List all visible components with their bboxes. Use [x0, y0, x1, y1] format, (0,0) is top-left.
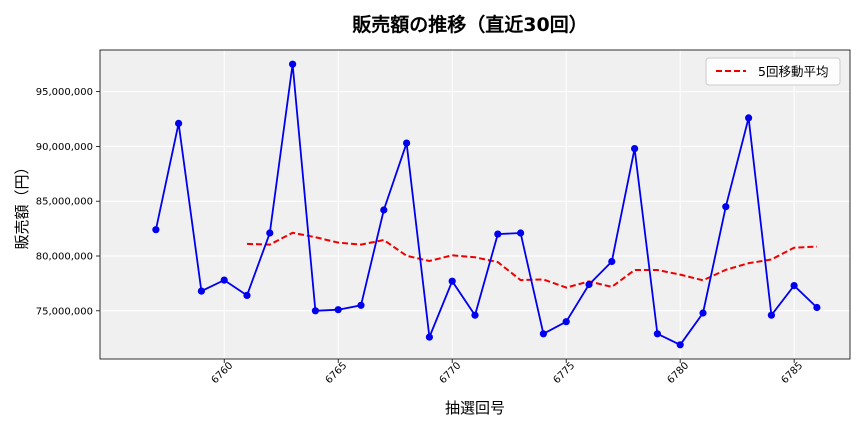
- sales-point: [266, 229, 274, 237]
- y-tick-label: 75,000,000: [36, 306, 93, 317]
- sales-point: [311, 307, 319, 315]
- y-tick-label: 80,000,000: [36, 252, 93, 263]
- sales-point: [425, 333, 433, 341]
- sales-point: [676, 341, 684, 349]
- sales-point: [334, 306, 342, 314]
- y-tick-label: 90,000,000: [36, 142, 93, 153]
- sales-point: [243, 291, 251, 299]
- legend-box: [705, 57, 841, 86]
- sales-point: [562, 318, 570, 326]
- sales-point: [197, 287, 205, 295]
- sales-point: [790, 282, 798, 290]
- sales-point: [813, 303, 821, 312]
- x-tick-label: 6775: [552, 360, 578, 386]
- sales-point: [380, 206, 388, 214]
- x-tick-label: 6780: [666, 360, 692, 386]
- y-tick-label: 85,000,000: [36, 197, 93, 208]
- sales-line: [155, 64, 818, 346]
- x-tick-label: 6785: [779, 360, 805, 386]
- legend-label: 5回移動平均: [758, 64, 828, 79]
- sales-point: [722, 203, 730, 211]
- y-tick-label: 95,000,000: [36, 87, 93, 98]
- sales-point: [539, 330, 548, 338]
- sales-point: [448, 277, 456, 285]
- sales-point: [608, 257, 616, 266]
- x-axis-title: 抽選回号: [445, 399, 505, 417]
- sales-point: [767, 311, 776, 319]
- sales-point: [745, 114, 753, 122]
- sales-point: [403, 139, 411, 147]
- sales-point: [631, 145, 639, 153]
- sales-series: [152, 60, 821, 349]
- sales-point: [653, 330, 662, 338]
- sales-point: [152, 226, 160, 234]
- sales-point: [289, 60, 297, 68]
- sales-point: [471, 311, 479, 319]
- x-tick-label: 6765: [324, 360, 350, 386]
- y-axis-title: 販売額（円）: [13, 159, 31, 249]
- sales-point: [699, 309, 707, 317]
- sales-point: [517, 229, 525, 237]
- sales-point: [494, 230, 502, 238]
- sales-point: [220, 276, 228, 284]
- plot-frame: [99, 49, 851, 360]
- sales-point: [175, 119, 183, 127]
- sales-point: [357, 301, 365, 309]
- chart-title: 販売額の推移（直近30回）: [352, 13, 587, 36]
- x-tick-label: 6770: [438, 360, 464, 386]
- x-tick-label: 6760: [210, 360, 236, 386]
- sales-point: [585, 280, 593, 289]
- legend: 5回移動平均: [705, 57, 841, 86]
- grid-lines: [100, 50, 850, 359]
